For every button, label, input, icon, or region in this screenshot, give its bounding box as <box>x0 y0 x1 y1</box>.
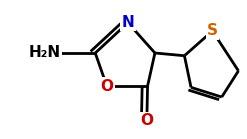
Text: O: O <box>140 113 153 128</box>
Text: H₂N: H₂N <box>29 45 61 60</box>
Text: O: O <box>100 79 113 94</box>
Text: S: S <box>207 23 218 39</box>
Text: N: N <box>122 15 134 30</box>
